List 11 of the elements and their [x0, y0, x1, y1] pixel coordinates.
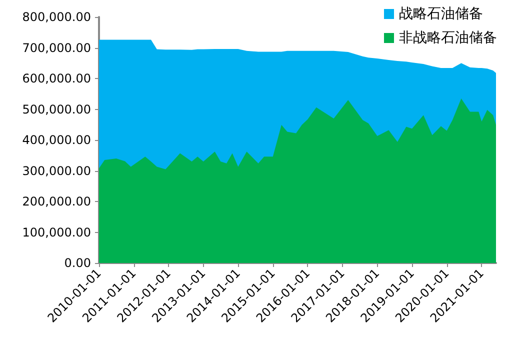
- y-tick-label: 800,000.00: [22, 10, 91, 24]
- y-tick-label: 500,000.00: [22, 102, 91, 116]
- legend-label: 战略石油储备: [399, 6, 483, 22]
- y-tick-label: 400,000.00: [22, 133, 91, 147]
- y-tick-label: 0.00: [64, 256, 91, 270]
- y-tick-label: 700,000.00: [22, 40, 91, 55]
- y-tick-label: 300,000.00: [22, 164, 91, 178]
- y-tick-label: 100,000.00: [22, 225, 91, 240]
- legend-label: 非战略石油储备: [399, 30, 497, 46]
- y-tick-label: 600,000.00: [22, 72, 91, 86]
- y-tick-label: 200,000.00: [22, 194, 91, 208]
